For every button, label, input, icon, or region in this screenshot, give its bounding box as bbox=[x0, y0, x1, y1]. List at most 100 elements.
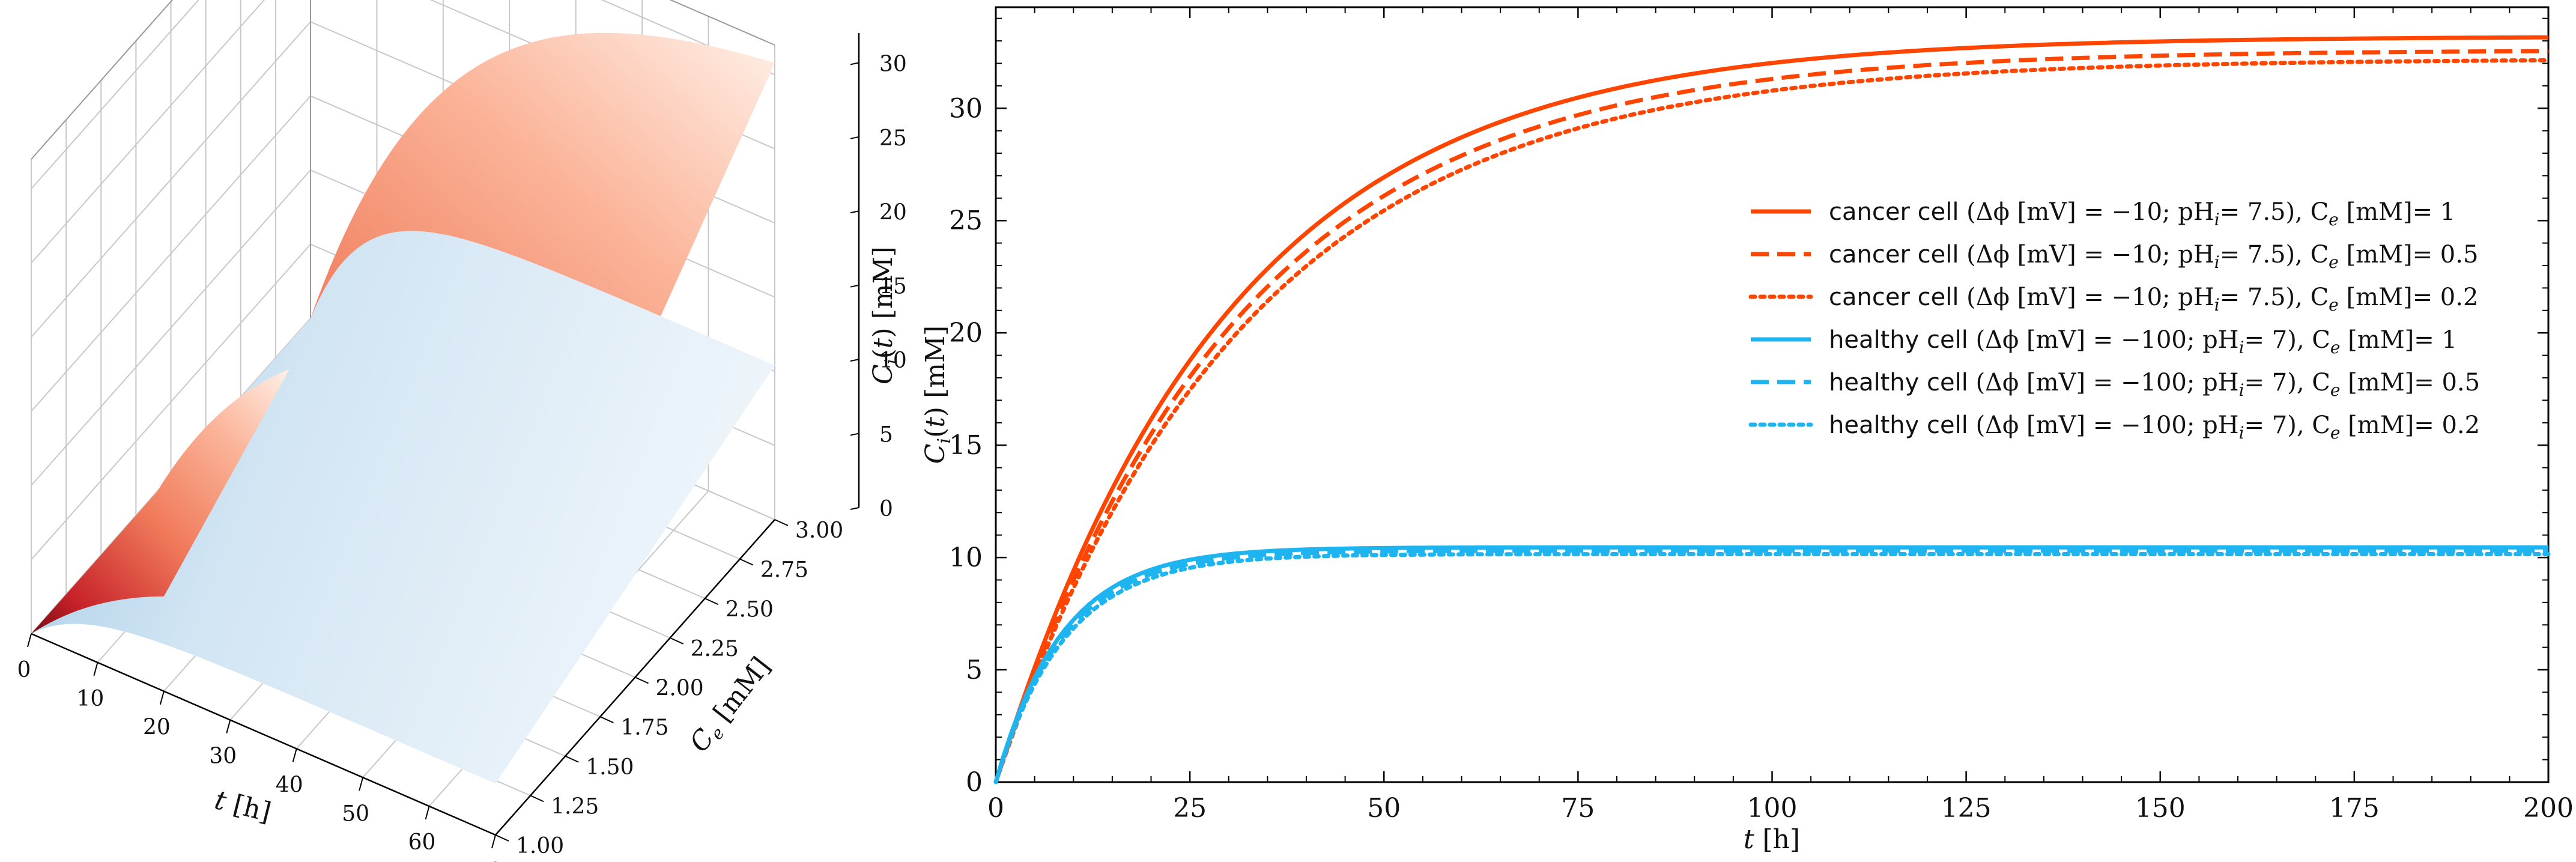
x-axis-line bbox=[31, 633, 496, 836]
z-tick-label: 5 bbox=[879, 423, 893, 448]
legend-entry-label: cancer cell (Δϕ [mV] = −10; pHi= 7.5), C… bbox=[1829, 284, 2478, 315]
line-plot-ticks: 0 25 50 75 100 125 150 175 200 0 5 10 15 20 25 30 bbox=[949, 7, 2574, 824]
z-tick-mark bbox=[850, 284, 859, 288]
y-tick-mark bbox=[739, 558, 754, 566]
z-tick-mark bbox=[850, 507, 859, 510]
line-x-axis-label: t [h] bbox=[1744, 824, 1800, 855]
y-tick-label: 3.00 bbox=[795, 518, 843, 543]
series-line-2 bbox=[993, 49, 2548, 783]
z-tick-mark bbox=[850, 136, 859, 139]
z-tick-mark bbox=[850, 62, 859, 65]
legend-entry-label: healthy cell (Δϕ [mV] = −100; pHi= 7), C… bbox=[1829, 369, 2480, 400]
x-tick-label: 10 bbox=[77, 687, 105, 711]
grid-line bbox=[31, 21, 311, 338]
x-tick-mark bbox=[491, 834, 496, 849]
series-line-4 bbox=[993, 545, 2548, 783]
x-tick-label: 40 bbox=[276, 772, 303, 797]
z-tick-label: 20 bbox=[879, 200, 907, 225]
line-y-axis-label: Ci(t) [mM] bbox=[920, 326, 955, 464]
y-tick-mark bbox=[774, 519, 789, 526]
z-tick-label: 25 bbox=[879, 126, 907, 151]
y-tick-label: 25 bbox=[949, 205, 983, 236]
y-tick-mark bbox=[599, 716, 614, 724]
y-tick-mark bbox=[670, 637, 684, 645]
x-tick-mark bbox=[27, 633, 32, 648]
x-tick-label: 50 bbox=[1367, 793, 1401, 824]
y-tick-label: 2.75 bbox=[760, 558, 808, 583]
y-tick-label: 2.50 bbox=[726, 597, 774, 622]
x-tick-mark bbox=[425, 806, 430, 820]
y-tick-label: 30 bbox=[949, 93, 983, 124]
x-tick-label: 20 bbox=[143, 715, 171, 740]
y-tick-mark bbox=[530, 795, 544, 803]
x-tick-label: 75 bbox=[1561, 793, 1595, 824]
x-tick-label: 0 bbox=[17, 658, 31, 682]
y-tick-mark bbox=[705, 598, 719, 606]
x-tick-mark bbox=[292, 748, 297, 762]
y-tick-mark bbox=[635, 676, 649, 684]
x-tick-label: 125 bbox=[1941, 793, 1992, 824]
y-tick-label: 2.00 bbox=[656, 676, 704, 701]
z-tick-label: 10 bbox=[879, 348, 907, 373]
surface-z-axis-label: Ci(t) [mM] bbox=[868, 246, 901, 384]
legend-entry-label: cancer cell (Δϕ [mV] = −10; pHi= 7.5), C… bbox=[1829, 198, 2455, 229]
line-plot: 0 25 50 75 100 125 150 175 200 0 5 10 15 20 25 30 t [h]… bbox=[920, 6, 2574, 855]
series-line-6 bbox=[993, 552, 2551, 785]
z-tick-mark bbox=[850, 433, 859, 436]
box-edge bbox=[669, 0, 775, 46]
cancer-cell-surface-front bbox=[31, 369, 290, 634]
legend-entry-label: cancer cell (Δϕ [mV] = −10; pHi= 7.5), C… bbox=[1829, 241, 2478, 272]
surface-y-axis-label: Ce [mM] bbox=[683, 651, 778, 759]
series-line-1 bbox=[993, 35, 2548, 783]
legend-entry-label: healthy cell (Δϕ [mV] = −100; pHi= 7), C… bbox=[1829, 326, 2457, 357]
x-tick-label: 25 bbox=[1173, 793, 1207, 824]
y-tick-mark bbox=[565, 755, 579, 763]
x-tick-label: 70 bbox=[474, 859, 502, 862]
x-tick-label: 150 bbox=[2135, 793, 2186, 824]
y-tick-label: 1.00 bbox=[516, 834, 564, 858]
grid-line bbox=[31, 0, 199, 190]
y-tick-label: 15 bbox=[949, 430, 983, 461]
x-tick-mark bbox=[359, 777, 364, 791]
x-tick-label: 200 bbox=[2523, 793, 2574, 824]
y-tick-label: 0 bbox=[966, 767, 983, 798]
y-tick-label: 5 bbox=[966, 655, 983, 685]
z-tick-mark bbox=[850, 210, 859, 214]
series-line-3 bbox=[993, 58, 2551, 785]
y-tick-mark bbox=[495, 834, 509, 842]
line-plot-legend: cancer cell (Δϕ [mV] = −10; pHi= 7.5), C… bbox=[1748, 198, 2480, 443]
z-tick-label: 15 bbox=[879, 275, 907, 299]
z-tick-mark bbox=[850, 359, 859, 362]
x-tick-label: 0 bbox=[987, 793, 1004, 824]
line-plot-series bbox=[993, 35, 2551, 785]
x-tick-label: 30 bbox=[209, 744, 237, 769]
z-tick-label: 30 bbox=[879, 52, 907, 76]
healthy-cell-surface bbox=[31, 231, 775, 784]
series-line-5 bbox=[993, 548, 2548, 783]
surface-plot-ticks: 0102030405060701.001.251.501.752.002.252… bbox=[17, 52, 907, 862]
x-tick-label: 50 bbox=[342, 801, 369, 826]
grid-line bbox=[31, 169, 311, 486]
legend-entry-label: healthy cell (Δϕ [mV] = −100; pHi= 7), C… bbox=[1829, 411, 2480, 443]
grid-line bbox=[31, 0, 265, 264]
y-tick-label: 2.25 bbox=[691, 637, 739, 661]
y-tick-label: 10 bbox=[949, 542, 983, 573]
y-tick-label: 1.25 bbox=[551, 794, 599, 819]
grid-line bbox=[31, 96, 311, 412]
y-tick-label: 1.75 bbox=[620, 715, 668, 740]
z-tick-label: 0 bbox=[879, 497, 893, 521]
surface-x-axis-label: t [h] bbox=[211, 785, 274, 828]
x-tick-label: 175 bbox=[2329, 793, 2380, 824]
grid-line bbox=[31, 243, 311, 560]
x-tick-label: 100 bbox=[1747, 793, 1798, 824]
x-tick-label: 60 bbox=[408, 830, 436, 855]
surface-plot-3d: 0102030405060701.001.251.501.752.002.252… bbox=[17, 0, 907, 862]
y-tick-label: 1.50 bbox=[586, 755, 634, 780]
x-tick-mark bbox=[93, 662, 98, 676]
box-edge bbox=[31, 0, 174, 160]
x-tick-mark bbox=[159, 691, 165, 705]
grid-line bbox=[601, 0, 775, 76]
x-tick-mark bbox=[226, 720, 231, 733]
y-tick-label: 20 bbox=[949, 318, 983, 348]
